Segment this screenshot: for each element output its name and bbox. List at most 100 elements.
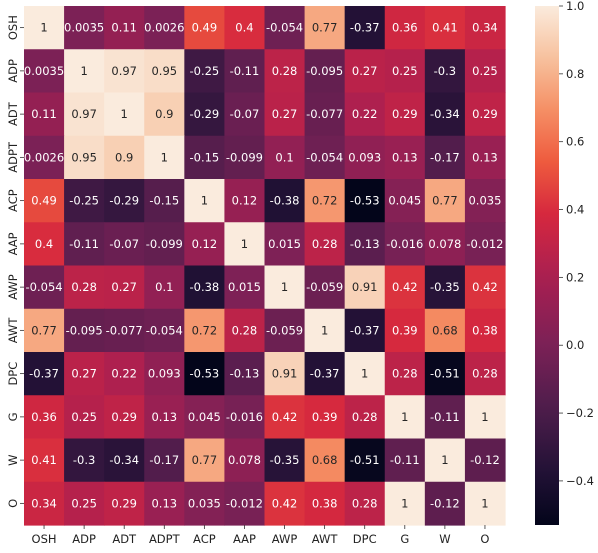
heatmap-cell-label: 0.36 <box>31 410 57 424</box>
heatmap-cell <box>64 222 105 267</box>
heatmap-cell-label: -0.15 <box>189 150 219 164</box>
heatmap-cell-label: 0.078 <box>228 453 261 467</box>
heatmap-cell-label: 0.28 <box>352 410 378 424</box>
heatmap-cell <box>224 308 266 353</box>
heatmap-cell-label: 0.27 <box>352 64 378 78</box>
heatmap-cell-label: -0.51 <box>430 367 460 381</box>
heatmap-cell <box>184 222 226 267</box>
colorbar-tick-label: −0.4 <box>566 474 594 488</box>
heatmap-cell-label: 1 <box>241 237 248 251</box>
heatmap-cell <box>424 222 466 267</box>
heatmap-cell <box>24 222 65 267</box>
heatmap-cell-label: 0.34 <box>31 496 57 510</box>
heatmap-cell-label: 0.0026 <box>144 21 184 35</box>
heatmap-cell <box>224 395 266 440</box>
heatmap-cell <box>424 179 466 223</box>
heatmap-cell-label: -0.077 <box>106 323 143 337</box>
heatmap-cell <box>144 6 185 50</box>
heatmap-cell <box>184 49 226 94</box>
heatmap-cell-label: 0.1 <box>155 280 173 294</box>
heatmap-cells <box>24 6 506 526</box>
x-tick-label: O <box>480 532 489 546</box>
heatmap-cell <box>24 265 65 310</box>
heatmap-cell <box>184 395 226 440</box>
colorbar-tick-label: 0.4 <box>566 203 584 217</box>
colorbar-tick-label: 0.8 <box>566 67 584 81</box>
heatmap-cell <box>304 6 346 50</box>
heatmap-cell <box>344 265 386 310</box>
heatmap-cell <box>464 308 506 353</box>
y-tick-label: ACP <box>6 189 20 212</box>
heatmap-cell-label: 0.72 <box>312 194 338 208</box>
heatmap-cell <box>184 135 226 180</box>
heatmap-cell-label: 0.95 <box>71 150 97 164</box>
x-tick-label: OSH <box>32 532 57 546</box>
heatmap-cell-label: -0.099 <box>146 237 183 251</box>
heatmap-cell-label: 0.39 <box>392 323 418 337</box>
heatmap-cell-label: 0.12 <box>232 194 258 208</box>
heatmap-cell <box>344 92 386 137</box>
heatmap-cell <box>144 308 185 353</box>
heatmap-cell-label: 0.13 <box>151 410 177 424</box>
heatmap-cell-label: -0.37 <box>350 323 380 337</box>
heatmap-cell <box>24 308 65 353</box>
heatmap-cell <box>424 135 466 180</box>
heatmap-cell-label: -0.34 <box>109 453 139 467</box>
heatmap-cell <box>224 49 266 94</box>
heatmap-cell-label: 0.77 <box>192 453 218 467</box>
heatmap-cell-label: 1 <box>401 410 408 424</box>
heatmap-cell <box>24 49 65 94</box>
heatmap-cell-label: 0.4 <box>35 237 53 251</box>
heatmap-cell <box>64 308 105 353</box>
heatmap-cell <box>384 179 426 223</box>
heatmap-cell-label: 0.035 <box>468 194 501 208</box>
x-tick-label: DPC <box>353 532 377 546</box>
heatmap-cell-label: 0.42 <box>272 496 298 510</box>
heatmap-cell <box>464 49 506 94</box>
heatmap-cell-label: 0.72 <box>192 323 218 337</box>
heatmap-cell <box>104 265 145 310</box>
heatmap-cell <box>224 265 266 310</box>
heatmap-cell-label: 0.11 <box>111 21 137 35</box>
heatmap-cell-label: 0.25 <box>472 64 498 78</box>
y-tick-label: W <box>6 454 20 465</box>
heatmap-cell <box>384 135 426 180</box>
heatmap-cell-label: 0.28 <box>232 323 258 337</box>
heatmap-cell-labels: 1 0.0035 0.11 0.0026 0.49 0.4 -0.054 0.77 -0.37 0… <box>24 21 504 511</box>
heatmap-cell <box>384 49 426 94</box>
heatmap-cell-label: 0.95 <box>151 64 177 78</box>
heatmap-cell <box>264 49 306 94</box>
heatmap-cell-label: -0.12 <box>470 453 500 467</box>
heatmap-cell-label: 1 <box>441 453 448 467</box>
heatmap-cell <box>64 49 105 94</box>
heatmap-cell-label: 0.25 <box>392 64 418 78</box>
heatmap-cell <box>464 6 506 50</box>
heatmap-cell-label: 0.11 <box>31 107 57 121</box>
heatmap-cell-label: 0.0035 <box>64 21 104 35</box>
heatmap-cell <box>184 6 226 50</box>
heatmap-cell-label: 0.29 <box>392 107 418 121</box>
heatmap-cell <box>464 92 506 137</box>
heatmap-cell <box>64 481 105 526</box>
heatmap-cell-label: 0.22 <box>111 367 137 381</box>
heatmap-cell <box>344 179 386 223</box>
heatmap-cell <box>304 49 346 94</box>
heatmap-cell-label: 0.68 <box>312 453 338 467</box>
heatmap-cell <box>104 222 145 267</box>
heatmap-cell-label: -0.53 <box>189 367 219 381</box>
heatmap-cell <box>304 179 346 223</box>
heatmap-cell-label: 0.29 <box>111 410 137 424</box>
heatmap-cell-label: 1 <box>80 64 87 78</box>
heatmap-cell-label: -0.099 <box>226 150 263 164</box>
heatmap-cell <box>144 49 185 94</box>
heatmap-cell-label: 1 <box>321 323 328 337</box>
heatmap-cell-label: 0.015 <box>268 237 301 251</box>
heatmap-cell <box>64 6 105 50</box>
heatmap-cell <box>384 308 426 353</box>
heatmap-cell-label: 0.13 <box>151 496 177 510</box>
heatmap-cell-label: 0.28 <box>272 64 298 78</box>
heatmap-cell-label: 0.093 <box>348 150 381 164</box>
heatmap-cell <box>104 179 145 223</box>
heatmap-cell-label: -0.38 <box>189 280 219 294</box>
x-tick-label: W <box>439 532 450 546</box>
